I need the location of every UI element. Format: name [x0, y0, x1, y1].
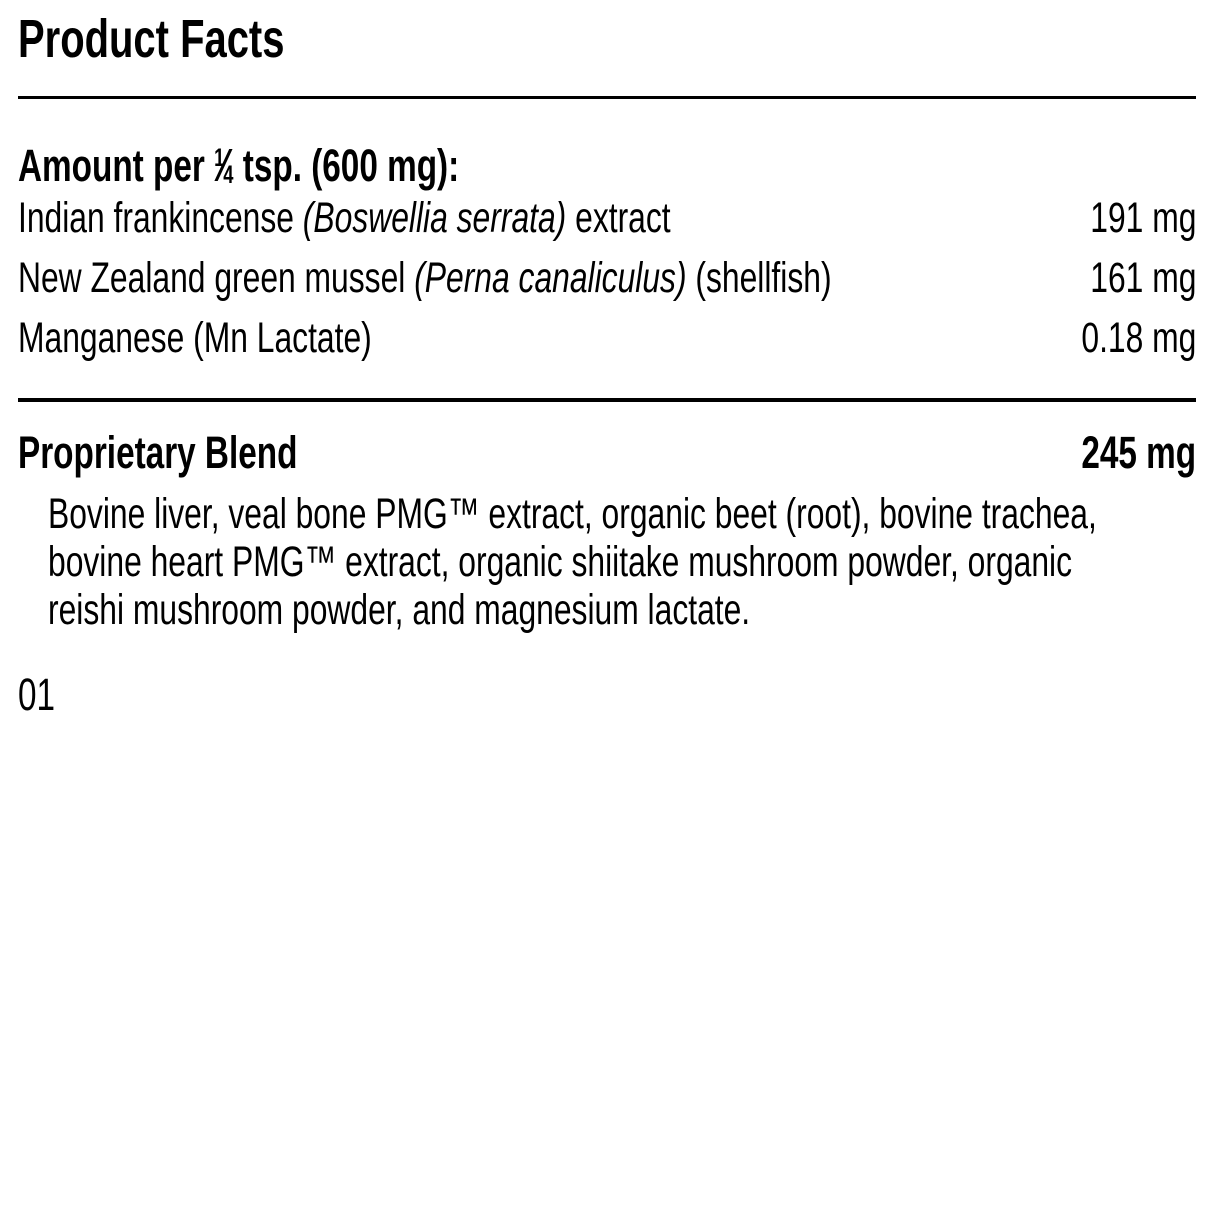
proprietary-blend-description: Bovine liver, veal bone PMG™ extract, or… [18, 490, 1196, 634]
product-facts-panel: Product Facts Amount per 1⁄4 tsp. (600 m… [0, 10, 1214, 720]
ingredient-amount: 161 mg [1089, 254, 1196, 302]
ingredient-row-green-mussel: New Zealand green mussel (Perna canalicu… [18, 248, 1196, 308]
serving-prefix: Amount per [18, 140, 215, 191]
blend-description-text: bovine heart PMG™ extract, organic shiit… [48, 538, 1073, 586]
panel-title-row: Product Facts [18, 10, 1196, 69]
ingredient-amount: 191 mg [1089, 194, 1196, 242]
ingredient-latin-name: (Perna canaliculus) [414, 254, 687, 302]
footnote-row: 01 [18, 670, 1196, 720]
ingredient-row-frankincense: Indian frankincense (Boswellia serrata) … [18, 188, 1196, 248]
footnote-code: 01 [18, 669, 56, 720]
fraction-slash: ⁄ [220, 139, 227, 191]
blend-description-text: Bovine liver, veal bone PMG™ extract, or… [48, 490, 1097, 538]
ingredient-name-text: Manganese (Mn Lactate) [18, 314, 372, 362]
divider-blend [18, 398, 1196, 402]
ingredient-amount: 0.18 mg [1081, 314, 1196, 362]
fraction-denominator: 4 [223, 162, 234, 189]
blend-description-line: reishi mushroom powder, and magnesium la… [48, 586, 1196, 634]
ingredient-name-suffix: (shellfish) [686, 254, 832, 302]
divider-top [18, 96, 1196, 99]
serving-suffix: tsp. (600 mg): [233, 140, 460, 191]
ingredient-row-manganese: Manganese (Mn Lactate) 0.18 mg [18, 308, 1196, 368]
ingredient-name: Indian frankincense (Boswellia serrata) … [18, 188, 671, 248]
blend-description-line: bovine heart PMG™ extract, organic shiit… [48, 538, 1196, 586]
serving-heading: Amount per 1⁄4 tsp. (600 mg): [18, 134, 459, 201]
ingredient-name-suffix: extract [566, 194, 671, 242]
proprietary-blend-label: Proprietary Blend [18, 427, 298, 478]
ingredient-list: Indian frankincense (Boswellia serrata) … [18, 188, 1196, 368]
proprietary-blend-amount: 245 mg [1081, 427, 1196, 478]
ingredient-name: New Zealand green mussel (Perna canalicu… [18, 248, 832, 308]
blend-description-text: reishi mushroom powder, and magnesium la… [48, 586, 751, 634]
ingredient-name-text: New Zealand green mussel [18, 254, 415, 302]
ingredient-name-text: Indian frankincense [18, 194, 303, 242]
ingredient-latin-name: (Boswellia serrata) [302, 194, 567, 242]
proprietary-blend-row: Proprietary Blend 245 mg [18, 428, 1196, 478]
ingredient-name: Manganese (Mn Lactate) [18, 308, 372, 368]
panel-title: Product Facts [18, 9, 285, 69]
blend-description-line: Bovine liver, veal bone PMG™ extract, or… [48, 490, 1196, 538]
fraction-numerator: 1 [214, 145, 224, 172]
serving-heading-row: Amount per 1⁄4 tsp. (600 mg): [18, 134, 1196, 191]
